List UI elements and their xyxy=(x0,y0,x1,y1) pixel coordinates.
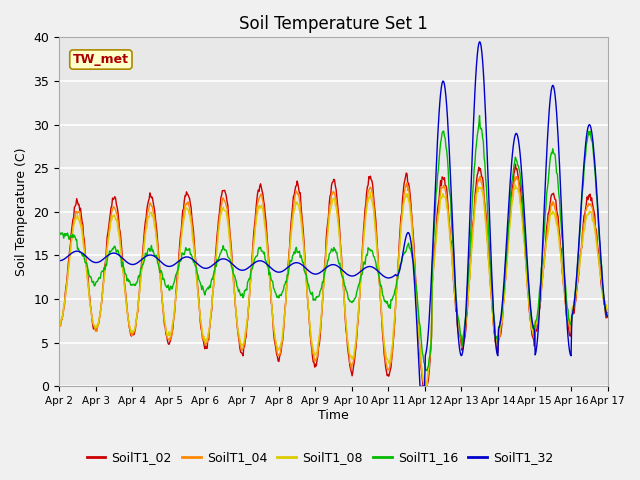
Legend: SoilT1_02, SoilT1_04, SoilT1_08, SoilT1_16, SoilT1_32: SoilT1_02, SoilT1_04, SoilT1_08, SoilT1_… xyxy=(82,446,558,469)
SoilT1_32 xyxy=(604,313,612,319)
SoilT1_16 xyxy=(55,229,63,235)
SoilT1_16 xyxy=(206,285,214,290)
SoilT1_02 xyxy=(122,289,129,295)
SoilT1_02 xyxy=(416,350,424,356)
Text: TW_met: TW_met xyxy=(73,53,129,66)
SoilT1_32 xyxy=(416,384,424,389)
SoilT1_08 xyxy=(177,238,185,243)
SoilT1_08 xyxy=(65,262,73,268)
SoilT1_08 xyxy=(416,347,424,353)
SoilT1_04 xyxy=(206,320,214,325)
SoilT1_04 xyxy=(420,384,428,389)
SoilT1_08 xyxy=(604,307,612,312)
Line: SoilT1_32: SoilT1_32 xyxy=(59,42,608,386)
SoilT1_02 xyxy=(604,310,612,315)
Line: SoilT1_02: SoilT1_02 xyxy=(59,164,608,386)
SoilT1_08 xyxy=(122,291,129,297)
SoilT1_08 xyxy=(423,383,431,388)
SoilT1_16 xyxy=(416,323,424,328)
SoilT1_32 xyxy=(476,39,483,45)
SoilT1_02 xyxy=(400,181,408,187)
SoilT1_02 xyxy=(511,161,519,167)
SoilT1_16 xyxy=(604,314,612,320)
SoilT1_02 xyxy=(177,228,185,233)
SoilT1_16 xyxy=(122,271,129,276)
Line: SoilT1_08: SoilT1_08 xyxy=(59,185,608,385)
SoilT1_16 xyxy=(423,368,431,373)
SoilT1_02 xyxy=(419,384,427,389)
SoilT1_08 xyxy=(511,182,519,188)
SoilT1_08 xyxy=(400,199,408,205)
SoilT1_04 xyxy=(604,311,612,316)
SoilT1_04 xyxy=(416,347,424,352)
SoilT1_04 xyxy=(55,325,63,331)
Line: SoilT1_04: SoilT1_04 xyxy=(59,176,608,386)
SoilT1_16 xyxy=(65,237,73,242)
SoilT1_32 xyxy=(177,256,185,262)
X-axis label: Time: Time xyxy=(318,409,349,422)
SoilT1_04 xyxy=(65,259,73,265)
Title: Soil Temperature Set 1: Soil Temperature Set 1 xyxy=(239,15,428,33)
SoilT1_08 xyxy=(55,324,63,330)
SoilT1_02 xyxy=(65,254,73,260)
SoilT1_32 xyxy=(400,244,408,250)
SoilT1_04 xyxy=(122,294,129,300)
SoilT1_04 xyxy=(177,233,185,239)
SoilT1_02 xyxy=(55,319,63,325)
SoilT1_32 xyxy=(55,258,63,264)
SoilT1_04 xyxy=(476,173,484,179)
SoilT1_32 xyxy=(206,264,214,270)
Y-axis label: Soil Temperature (C): Soil Temperature (C) xyxy=(15,147,28,276)
SoilT1_16 xyxy=(400,251,408,257)
SoilT1_04 xyxy=(400,192,408,197)
SoilT1_32 xyxy=(122,258,129,264)
SoilT1_32 xyxy=(417,384,424,389)
Line: SoilT1_16: SoilT1_16 xyxy=(59,116,608,371)
SoilT1_32 xyxy=(65,252,73,258)
SoilT1_16 xyxy=(476,113,483,119)
SoilT1_16 xyxy=(177,257,185,263)
SoilT1_02 xyxy=(206,319,214,324)
SoilT1_08 xyxy=(206,317,214,323)
